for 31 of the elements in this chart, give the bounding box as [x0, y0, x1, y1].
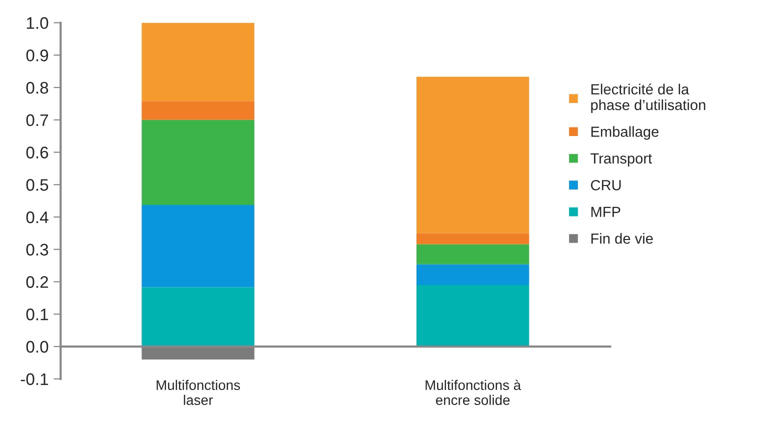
y-tick-label: 0.2 — [26, 276, 48, 288]
bar — [142, 22, 254, 102]
x-tick-label: Multifonctions laser — [156, 380, 240, 406]
bar — [142, 346, 254, 360]
bar — [142, 205, 254, 288]
bar — [416, 233, 530, 244]
legend-label: MFP — [591, 206, 620, 217]
legend-label: Fin de vie — [591, 233, 653, 244]
bar — [416, 285, 530, 347]
y-tick-label: 0.0 — [26, 340, 48, 353]
legend-label: Emballage — [591, 126, 658, 140]
y-tick-label: -0.1 — [20, 373, 48, 386]
bar — [142, 120, 254, 206]
y-tick-label: 0.5 — [26, 179, 48, 191]
bar — [416, 244, 530, 264]
bar — [416, 264, 530, 285]
y-tick-label: 0.8 — [26, 82, 48, 94]
y-tick-label: 0.3 — [26, 244, 48, 256]
legend-label: Transport — [590, 153, 652, 166]
bar — [416, 76, 530, 234]
x-tick-label: Multifonctions à encre solide — [426, 380, 522, 406]
legend-label: CRU — [590, 180, 621, 190]
y-tick-label: 0.9 — [26, 50, 48, 62]
y-tick-label: 0.1 — [26, 308, 48, 320]
y-tick-label: 0.7 — [26, 114, 48, 126]
legend-label: Electricité de la phase d’utilisation — [591, 84, 706, 114]
y-tick-label: 1.0 — [26, 17, 48, 29]
y-tick-label: 0.4 — [26, 211, 48, 224]
bar — [142, 287, 254, 347]
y-tick-label: 0.6 — [26, 146, 48, 158]
bar — [142, 101, 254, 120]
